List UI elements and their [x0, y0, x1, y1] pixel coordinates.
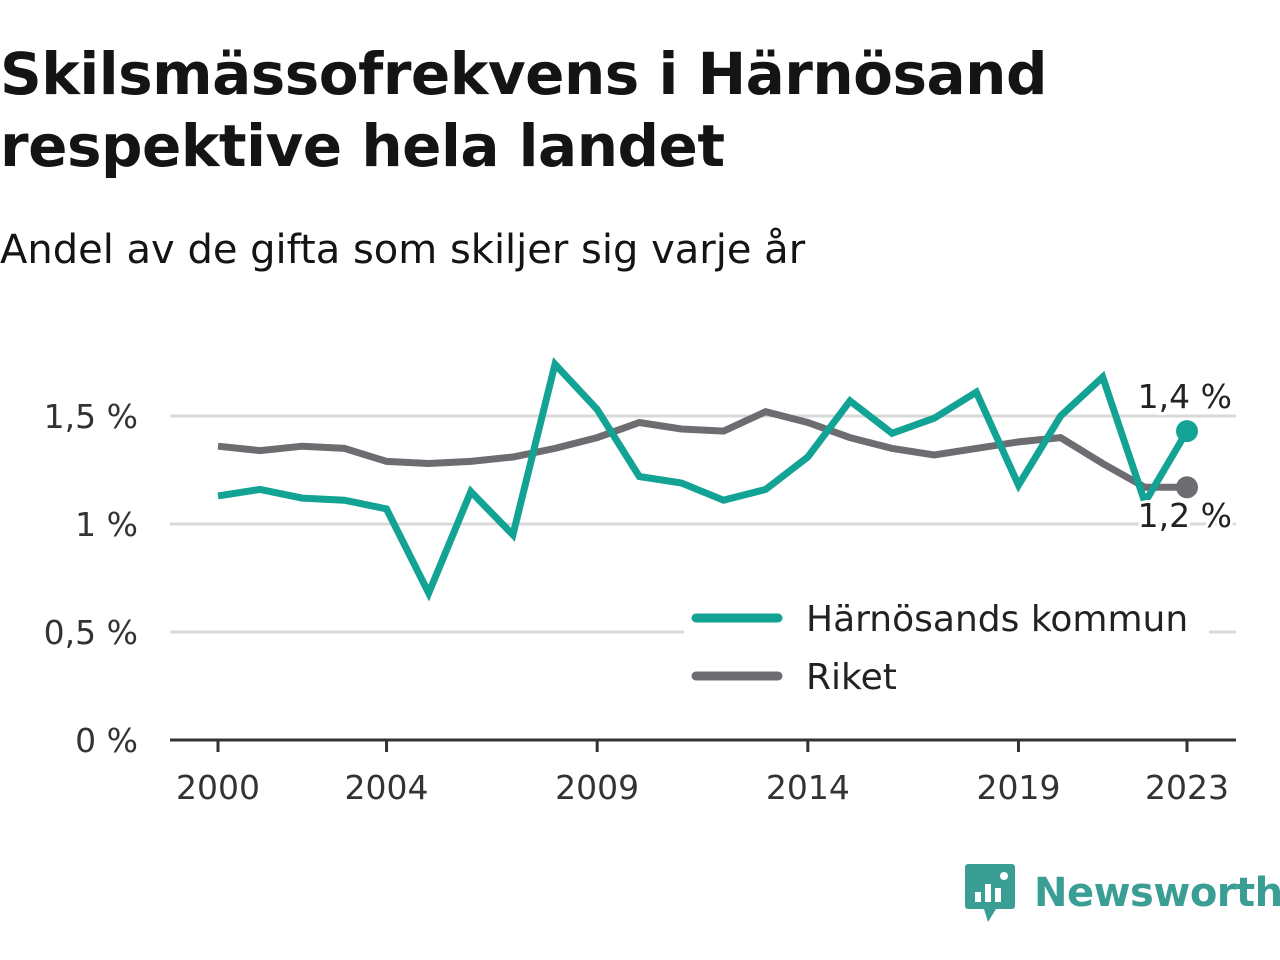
y-tick-label: 0,5 % [44, 613, 138, 652]
legend: Härnösands kommun Riket [684, 590, 1209, 708]
chart-subtitle: Andel av de gifta som skiljer sig varje … [0, 227, 806, 273]
y-tick-label: 1 % [75, 505, 138, 544]
series-line-harnosand [217, 357, 1191, 602]
series-lines [217, 357, 1198, 602]
end-point-riket [1176, 476, 1198, 499]
brand-name: Newsworthy [1034, 870, 1280, 916]
x-tick-label: 2023 [1145, 768, 1229, 807]
y-tick-label: 1,5 % [44, 397, 138, 436]
line-chart: 0 % 0,5 % 1 % 1,5 % Härnösands kommun Riket 2… [44, 357, 1236, 807]
newsworthy-logo-icon [965, 864, 1015, 922]
y-axis-tick-labels: 0 % 0,5 % 1 % 1,5 % [44, 397, 138, 760]
x-tick-label: 2019 [976, 768, 1060, 807]
end-label-harnosand: 1,4 % [1138, 377, 1232, 416]
end-point-harnosand [1176, 420, 1198, 443]
series-line-riket [217, 408, 1187, 491]
legend-label: Riket [806, 657, 897, 698]
end-labels: 1,4 % 1,2 % [1135, 374, 1235, 538]
chart-title: Skilsmässofrekvens i Härnösand respektiv… [0, 40, 1047, 180]
legend-label: Härnösands kommun [806, 599, 1188, 640]
y-tick-label: 0 % [75, 721, 138, 760]
legend-background [684, 590, 1209, 708]
brand-logo: Newsworthy [964, 862, 1280, 924]
end-label-riket: 1,2 % [1138, 496, 1232, 535]
x-tick-label: 2014 [766, 768, 850, 807]
x-tick-label: 2004 [345, 768, 429, 807]
x-tick-label: 2009 [555, 768, 639, 807]
x-tick-label: 2000 [176, 768, 260, 807]
x-axis: 2000 2004 2009 2014 2019 2023 [170, 738, 1236, 807]
